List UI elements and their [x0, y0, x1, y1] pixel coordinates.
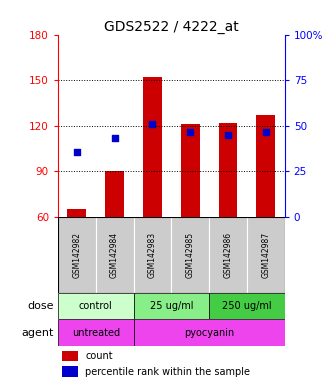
Point [150, 121, 155, 127]
Text: dose: dose [28, 301, 54, 311]
Bar [133, 217, 171, 293]
Text: GSM142983: GSM142983 [148, 232, 157, 278]
Bar [58, 293, 133, 319]
Bar [256, 115, 275, 217]
Bar [63, 351, 78, 361]
Text: GSM142986: GSM142986 [223, 232, 232, 278]
Bar [218, 122, 237, 217]
Bar [171, 217, 209, 293]
Point [112, 135, 117, 141]
Text: GSM142984: GSM142984 [110, 232, 119, 278]
Text: GSM142987: GSM142987 [261, 232, 270, 278]
Point [263, 129, 268, 135]
Bar [247, 217, 285, 293]
Bar [143, 77, 162, 217]
Bar [58, 217, 96, 293]
Bar [105, 171, 124, 217]
Title: GDS2522 / 4222_at: GDS2522 / 4222_at [104, 20, 239, 33]
Text: GSM142985: GSM142985 [186, 232, 195, 278]
Point [74, 149, 79, 155]
Bar [96, 217, 133, 293]
Text: 250 ug/ml: 250 ug/ml [222, 301, 272, 311]
Text: count: count [85, 351, 113, 361]
Bar [181, 124, 200, 217]
Text: percentile rank within the sample: percentile rank within the sample [85, 367, 250, 377]
Bar [68, 209, 86, 217]
Bar [63, 366, 78, 377]
Text: GSM142982: GSM142982 [72, 232, 81, 278]
Bar [58, 319, 133, 346]
Text: pyocyanin: pyocyanin [184, 328, 234, 338]
Point [225, 132, 231, 138]
Bar [133, 293, 209, 319]
Text: control: control [79, 301, 113, 311]
Point [188, 129, 193, 135]
Text: 25 ug/ml: 25 ug/ml [150, 301, 193, 311]
Bar [209, 217, 247, 293]
Bar [133, 319, 285, 346]
Bar [209, 293, 285, 319]
Text: agent: agent [22, 328, 54, 338]
Text: untreated: untreated [71, 328, 120, 338]
